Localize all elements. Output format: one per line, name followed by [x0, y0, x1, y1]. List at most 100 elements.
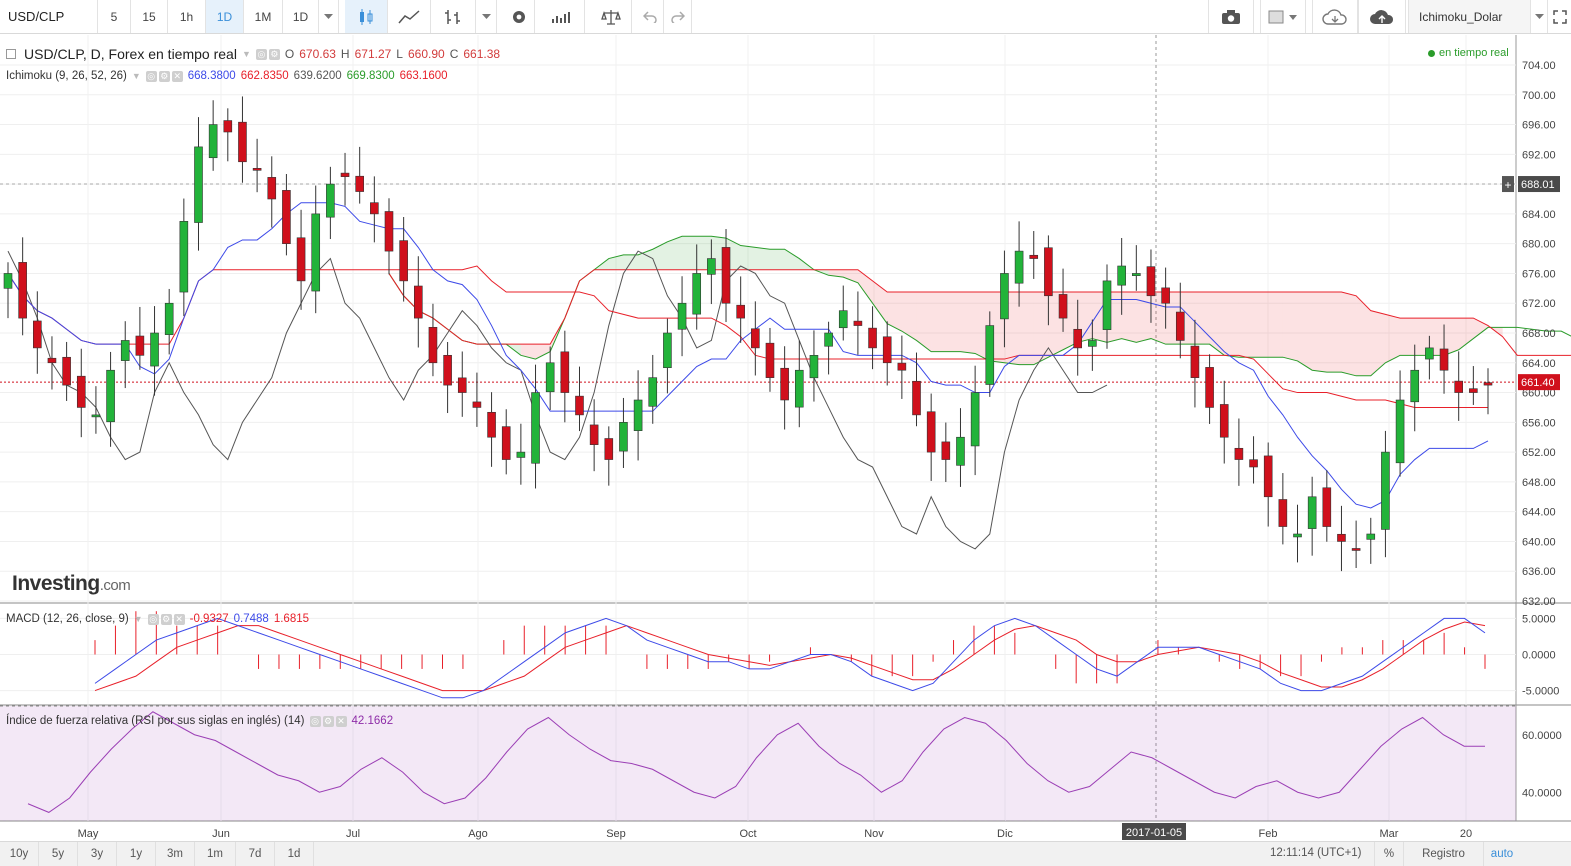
undo-icon[interactable] [636, 0, 664, 33]
compare-scale-icon[interactable] [591, 0, 632, 33]
high-label: H [340, 47, 350, 61]
range-1m-button[interactable]: 1m [195, 842, 236, 866]
interval-5-button[interactable]: 5 [98, 0, 131, 33]
time-tick-label: Jul [346, 828, 360, 840]
cloud-segment [1458, 318, 1474, 350]
macd-line [94, 617, 1486, 699]
gear-icon[interactable]: ⚙ [160, 613, 172, 625]
cloud-segment [608, 254, 624, 270]
ichimoku-lines [7, 202, 1571, 550]
indicators-icon[interactable] [540, 0, 585, 33]
gear-icon[interactable] [503, 0, 535, 33]
cloud-segment [535, 344, 551, 360]
chevron-down-icon[interactable] [476, 0, 497, 33]
candle [1205, 367, 1214, 408]
cloud-download-icon[interactable] [1312, 0, 1358, 33]
candle [692, 273, 702, 315]
low-value: 660.90 [407, 47, 445, 61]
legend-box-icon[interactable] [6, 49, 16, 59]
candle [985, 325, 995, 385]
candle [238, 121, 247, 163]
close-label: C [449, 47, 459, 61]
macd-pane: 5.0000 0.0000 -5.0000 [0, 611, 1559, 699]
indicator-tools[interactable]: ◎ ⚙ ✕ [309, 715, 347, 727]
eye-icon[interactable]: ◎ [145, 70, 157, 82]
range-10y-button[interactable]: 10y [0, 842, 39, 866]
candle [1058, 294, 1068, 319]
range-7d-button[interactable]: 7d [236, 842, 275, 866]
cloud-segment [520, 344, 536, 360]
range-3m-button[interactable]: 3m [156, 842, 195, 866]
price-tick-label: 704.00 [1522, 60, 1556, 72]
macd-signal-value: 1.6815 [273, 613, 310, 625]
symbol-search-input[interactable]: USD/CLP [0, 0, 98, 33]
candle [1263, 455, 1273, 498]
range-3y-button[interactable]: 3y [78, 842, 117, 866]
range-1d-button[interactable]: 1d [275, 842, 314, 866]
indicator-tools[interactable]: ◎ ⚙ ✕ [145, 70, 183, 82]
interval-1d-button[interactable]: 1D [206, 0, 244, 33]
cloud-segment [1444, 318, 1459, 356]
camera-icon[interactable] [1208, 0, 1254, 33]
live-badge: en tiempo real [1428, 47, 1509, 59]
chart-canvas[interactable]: 5.0000 0.0000 -5.0000 60.0000 40.0000 704.0… [0, 35, 1571, 841]
legend-tools[interactable]: ◎ ⚙ [255, 48, 280, 60]
interval-1h-button[interactable]: 1h [168, 0, 206, 33]
high-value: 671.27 [354, 47, 392, 61]
kijun-value: 662.8350 [240, 70, 289, 82]
fullscreen-icon[interactable] [1548, 0, 1571, 33]
gear-icon[interactable]: ⚙ [322, 715, 334, 727]
close-icon[interactable]: ✕ [173, 613, 185, 625]
cloud-segment [857, 269, 873, 304]
tenkan-value: 668.3800 [187, 70, 236, 82]
cloud-upload-icon[interactable] [1358, 0, 1406, 33]
auto-toggle[interactable]: auto [1484, 842, 1520, 866]
eye-icon[interactable]: ◎ [255, 48, 267, 60]
eye-icon[interactable]: ◎ [309, 715, 321, 727]
range-1y-button[interactable]: 1y [117, 842, 156, 866]
time-tick-label: Mar [1380, 828, 1399, 840]
chart-area[interactable]: 5.0000 0.0000 -5.0000 60.0000 40.0000 704.0… [0, 35, 1571, 841]
redo-icon[interactable] [664, 0, 692, 33]
candle [1088, 340, 1097, 347]
symbol-label: USD/CLP [8, 9, 65, 24]
candle [853, 320, 863, 326]
chevron-down-icon[interactable] [1530, 0, 1548, 33]
last-price-label: 661.40 [1521, 377, 1555, 389]
registro-toggle[interactable]: Registro [1404, 842, 1484, 866]
chevron-down-icon[interactable] [319, 0, 339, 33]
chevron-down-icon[interactable]: ▼ [131, 71, 141, 81]
cloud-segment [916, 292, 932, 352]
bars-icon[interactable] [431, 0, 476, 33]
chevron-down-icon[interactable]: ▼ [241, 49, 251, 59]
percent-toggle[interactable]: % [1374, 842, 1404, 866]
candle [1161, 287, 1170, 304]
range-5y-button[interactable]: 5y [39, 842, 78, 866]
candle [868, 327, 877, 349]
candle [780, 367, 789, 401]
candle [340, 172, 350, 177]
candle [765, 342, 775, 378]
candle [311, 213, 321, 292]
candle [589, 424, 599, 445]
indicator-tools[interactable]: ◎ ⚙ ✕ [147, 613, 185, 625]
gear-icon[interactable]: ⚙ [158, 70, 170, 82]
interval-1m-button[interactable]: 1M [244, 0, 283, 33]
candle [1454, 380, 1463, 393]
candle [619, 422, 628, 452]
time-tick-label: Ago [468, 828, 488, 840]
close-icon[interactable]: ✕ [335, 715, 347, 727]
line-chart-icon[interactable] [388, 0, 431, 33]
close-icon[interactable]: ✕ [171, 70, 183, 82]
color-picker-button[interactable] [1260, 0, 1306, 33]
template-select[interactable]: Ichimoku_Dolar [1408, 0, 1530, 33]
open-label: O [284, 47, 295, 61]
candles-icon[interactable] [345, 0, 388, 33]
cloud-segment [638, 249, 653, 270]
interval-dropdown-button[interactable]: 1D [283, 0, 319, 33]
eye-icon[interactable]: ◎ [147, 613, 159, 625]
chevron-down-icon[interactable]: ▼ [133, 614, 143, 624]
candle [912, 380, 921, 416]
interval-15-button[interactable]: 15 [131, 0, 168, 33]
gear-icon[interactable]: ⚙ [268, 48, 280, 60]
